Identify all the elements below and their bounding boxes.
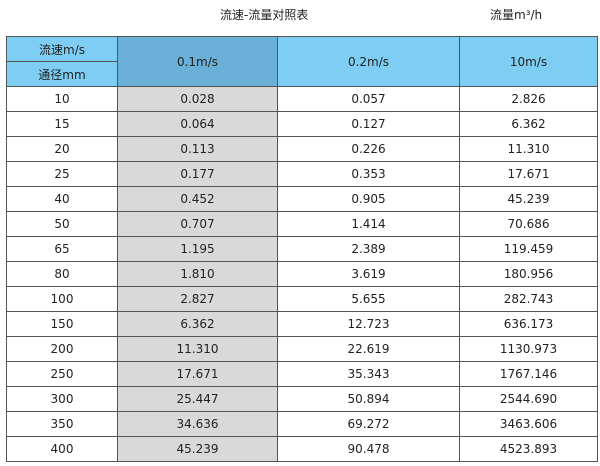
flow-cell: 3.619 bbox=[277, 261, 460, 287]
flow-cell: 1.810 bbox=[117, 261, 278, 287]
table-row: 25 0.177 0.353 17.671 bbox=[6, 161, 598, 187]
flow-cell: 0.905 bbox=[277, 186, 460, 212]
table-row: 300 25.447 50.894 2544.690 bbox=[6, 386, 598, 412]
table-row: 200 11.310 22.619 1130.973 bbox=[6, 336, 598, 362]
diameter-cell: 150 bbox=[6, 311, 118, 337]
table-row: 65 1.195 2.389 119.459 bbox=[6, 236, 598, 262]
flow-cell: 22.619 bbox=[277, 336, 460, 362]
diameter-cell: 300 bbox=[6, 386, 118, 412]
flow-cell: 0.353 bbox=[277, 161, 460, 187]
diameter-cell: 20 bbox=[6, 136, 118, 162]
flow-cell: 1.414 bbox=[277, 211, 460, 237]
column-header-10: 10m/s bbox=[459, 36, 598, 87]
table-row: 80 1.810 3.619 180.956 bbox=[6, 261, 598, 287]
diameter-cell: 250 bbox=[6, 361, 118, 387]
diameter-cell: 200 bbox=[6, 336, 118, 362]
flow-cell: 6.362 bbox=[459, 111, 598, 137]
flow-cell: 2.827 bbox=[117, 286, 278, 312]
table-row: 10 0.028 0.057 2.826 bbox=[6, 86, 598, 112]
flow-cell: 5.655 bbox=[277, 286, 460, 312]
flow-cell: 0.707 bbox=[117, 211, 278, 237]
flow-cell: 0.177 bbox=[117, 161, 278, 187]
diameter-cell: 350 bbox=[6, 411, 118, 437]
flow-cell: 45.239 bbox=[459, 186, 598, 212]
diameter-cell: 40 bbox=[6, 186, 118, 212]
flow-cell: 282.743 bbox=[459, 286, 598, 312]
flow-cell: 180.956 bbox=[459, 261, 598, 287]
flow-cell: 69.272 bbox=[277, 411, 460, 437]
flow-cell: 636.173 bbox=[459, 311, 598, 337]
flow-cell: 70.686 bbox=[459, 211, 598, 237]
flow-cell: 11.310 bbox=[459, 136, 598, 162]
unit-label: 流量m³/h bbox=[490, 8, 543, 22]
flow-cell: 0.127 bbox=[277, 111, 460, 137]
flow-cell: 0.452 bbox=[117, 186, 278, 212]
flow-cell: 90.478 bbox=[277, 436, 460, 462]
diameter-cell: 400 bbox=[6, 436, 118, 462]
table-title: 流速-流量对照表 bbox=[220, 8, 309, 22]
flow-cell: 25.447 bbox=[117, 386, 278, 412]
table-row: 15 0.064 0.127 6.362 bbox=[6, 111, 598, 137]
flow-cell: 1767.146 bbox=[459, 361, 598, 387]
velocity-header: 流速m/s bbox=[6, 36, 118, 62]
table-row: 350 34.636 69.272 3463.606 bbox=[6, 411, 598, 437]
flow-cell: 0.064 bbox=[117, 111, 278, 137]
flow-cell: 6.362 bbox=[117, 311, 278, 337]
diameter-cell: 80 bbox=[6, 261, 118, 287]
flow-cell: 0.028 bbox=[117, 86, 278, 112]
flow-cell: 0.057 bbox=[277, 86, 460, 112]
column-header-0.1: 0.1m/s bbox=[117, 36, 278, 87]
flow-cell: 2.389 bbox=[277, 236, 460, 262]
flow-cell: 4523.893 bbox=[459, 436, 598, 462]
flow-cell: 17.671 bbox=[117, 361, 278, 387]
flow-cell: 17.671 bbox=[459, 161, 598, 187]
table-row: 250 17.671 35.343 1767.146 bbox=[6, 361, 598, 387]
flow-cell: 34.636 bbox=[117, 411, 278, 437]
table-row: 400 45.239 90.478 4523.893 bbox=[6, 436, 598, 462]
column-header-0.2: 0.2m/s bbox=[277, 36, 460, 87]
diameter-cell: 50 bbox=[6, 211, 118, 237]
flow-cell: 0.113 bbox=[117, 136, 278, 162]
table-row: 40 0.452 0.905 45.239 bbox=[6, 186, 598, 212]
flow-cell: 11.310 bbox=[117, 336, 278, 362]
diameter-cell: 65 bbox=[6, 236, 118, 262]
flow-cell: 119.459 bbox=[459, 236, 598, 262]
flow-cell: 12.723 bbox=[277, 311, 460, 337]
table-row: 100 2.827 5.655 282.743 bbox=[6, 286, 598, 312]
diameter-cell: 100 bbox=[6, 286, 118, 312]
flow-cell: 0.226 bbox=[277, 136, 460, 162]
diameter-cell: 25 bbox=[6, 161, 118, 187]
flow-cell: 35.343 bbox=[277, 361, 460, 387]
table-row: 50 0.707 1.414 70.686 bbox=[6, 211, 598, 237]
table-row: 20 0.113 0.226 11.310 bbox=[6, 136, 598, 162]
table-row: 150 6.362 12.723 636.173 bbox=[6, 311, 598, 337]
diameter-cell: 15 bbox=[6, 111, 118, 137]
flow-cell: 1.195 bbox=[117, 236, 278, 262]
diameter-header: 通径mm bbox=[6, 61, 118, 87]
velocity-flow-table: 流速m/s 0.1m/s 0.2m/s 10m/s 通径mm 10 0.028 0.… bbox=[6, 36, 598, 462]
flow-cell: 50.894 bbox=[277, 386, 460, 412]
flow-cell: 2.826 bbox=[459, 86, 598, 112]
flow-cell: 3463.606 bbox=[459, 411, 598, 437]
flow-cell: 2544.690 bbox=[459, 386, 598, 412]
flow-cell: 45.239 bbox=[117, 436, 278, 462]
flow-cell: 1130.973 bbox=[459, 336, 598, 362]
diameter-cell: 10 bbox=[6, 86, 118, 112]
